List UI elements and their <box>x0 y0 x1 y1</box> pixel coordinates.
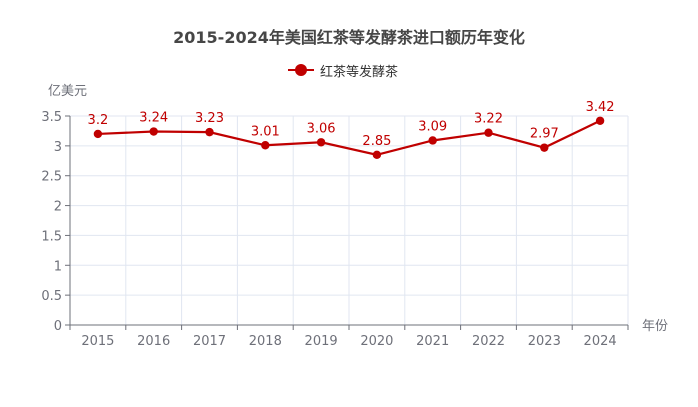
x-tick-label: 2022 <box>472 334 505 349</box>
data-label: 3.23 <box>195 111 224 126</box>
data-point[interactable] <box>316 138 326 147</box>
data-point[interactable] <box>484 128 493 137</box>
data-label: 3.42 <box>586 100 615 115</box>
x-tick-label: 2017 <box>193 334 226 349</box>
y-tick-label: 2 <box>54 200 62 215</box>
data-label: 3.06 <box>307 121 336 136</box>
data-label: 2.97 <box>530 127 559 142</box>
data-label: 3.01 <box>251 124 280 139</box>
y-tick-label: 1 <box>54 259 62 274</box>
y-tick-label: 3.5 <box>41 110 62 125</box>
legend-label: 红茶等发酵茶 <box>320 64 399 80</box>
x-tick-label: 2020 <box>360 334 393 349</box>
data-point[interactable] <box>93 129 103 139</box>
y-tick-label: 0 <box>54 319 62 334</box>
y-tick-label: 1.5 <box>41 229 62 244</box>
data-label: 3.2 <box>88 113 109 128</box>
data-label: 2.85 <box>362 134 391 149</box>
y-tick-label: 3 <box>54 140 62 155</box>
data-point[interactable] <box>149 127 158 136</box>
data-point[interactable] <box>372 150 382 160</box>
data-point[interactable] <box>261 141 270 150</box>
y-tick-label: 0.5 <box>41 289 62 304</box>
y-tick-label: 2.5 <box>41 170 62 185</box>
data-label: 3.24 <box>139 111 168 126</box>
x-tick-label: 2021 <box>416 334 449 349</box>
y-axis-name: 亿美元 <box>48 84 87 99</box>
x-tick-label: 2018 <box>249 334 282 349</box>
data-point[interactable] <box>595 116 605 125</box>
x-tick-label: 2023 <box>528 334 561 349</box>
data-label: 3.09 <box>418 119 447 134</box>
x-tick-label: 2015 <box>81 334 114 349</box>
legend[interactable]: 红茶等发酵茶 <box>288 61 399 80</box>
data-label: 3.22 <box>474 112 503 127</box>
x-axis-name: 年份 <box>642 319 668 334</box>
x-tick-label: 2016 <box>137 334 170 349</box>
data-point[interactable] <box>540 143 549 152</box>
data-point[interactable] <box>428 136 437 145</box>
legend-line-marker-icon <box>288 63 314 77</box>
x-tick-label: 2024 <box>584 334 617 349</box>
x-tick-label: 2019 <box>305 334 338 349</box>
series-line <box>97 119 601 156</box>
data-point[interactable] <box>205 127 214 137</box>
chart-title: 2015-2024年美国红茶等发酵茶进口额历年变化 <box>173 28 525 47</box>
